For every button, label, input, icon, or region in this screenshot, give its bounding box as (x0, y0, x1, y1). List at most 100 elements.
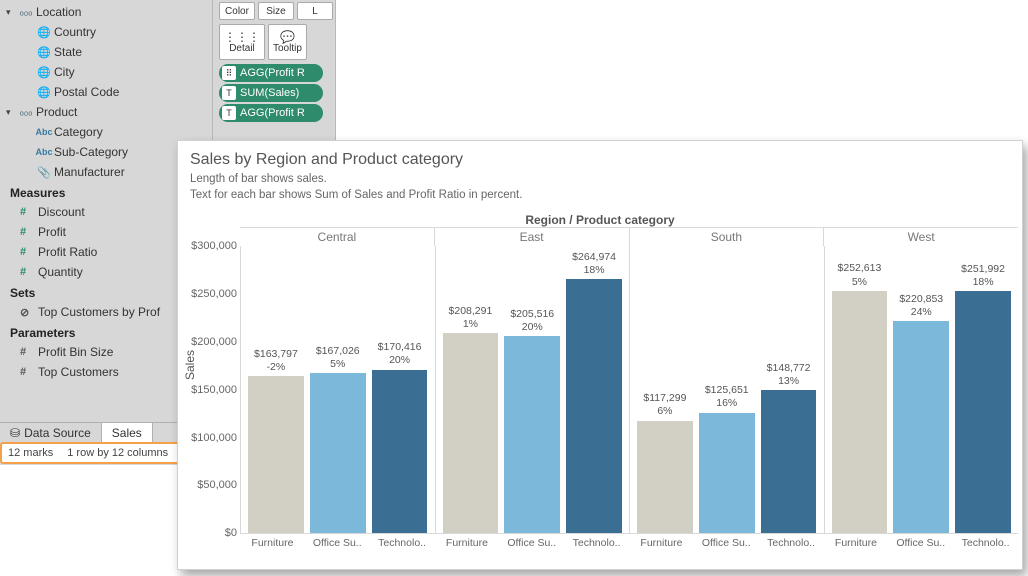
number-icon: # (20, 206, 38, 218)
bar-value-label: $167,0265% (316, 345, 360, 371)
bar[interactable] (566, 279, 622, 533)
status-marks: 12 marks (8, 447, 53, 459)
x-category-label: Furniture (824, 534, 889, 549)
x-category-label: Office Su.. (499, 534, 564, 549)
bar-wrap: $148,77213% (761, 362, 817, 533)
clip-icon: 📎 (34, 166, 54, 179)
param-icon: # (20, 346, 38, 358)
bar[interactable] (310, 373, 366, 533)
marks-shelf-detail[interactable]: ⋮⋮⋮ Detail (219, 24, 265, 60)
bar-value-label: $205,51620% (510, 308, 554, 334)
field-label: Manufacturer (54, 165, 125, 179)
field-country[interactable]: 🌐 Country (0, 22, 212, 42)
bar-wrap: $251,99218% (955, 263, 1011, 533)
field-city[interactable]: 🌐 City (0, 62, 212, 82)
set-icon: ⊘ (20, 306, 38, 319)
bar-value-label: $220,85324% (899, 293, 943, 319)
item-label: Quantity (38, 265, 83, 279)
x-category-label: Office Su.. (888, 534, 953, 549)
region-plot-west: $252,6135%$220,85324%$251,99218% (825, 246, 1019, 533)
bar-wrap: $205,51620% (504, 308, 560, 534)
tab-data-source[interactable]: ⛁ Data Source (0, 423, 102, 442)
pill[interactable]: T AGG(Profit R (219, 104, 323, 122)
bar[interactable] (443, 333, 499, 533)
y-tick: $300,000 (191, 240, 237, 252)
item-label: Profit Ratio (38, 245, 97, 259)
hierarchy-label: Location (36, 5, 81, 19)
chart-subtitle-1: Length of bar shows sales. (178, 171, 1022, 187)
marks-shelf-label: Detail (229, 43, 255, 54)
region-plot-east: $208,2911%$205,51620%$264,97418% (436, 246, 631, 533)
hierarchy-location[interactable]: ▾ ₒ₀ₒ Location (0, 2, 212, 22)
bar-wrap: $117,2996% (637, 392, 693, 533)
pill-type-icon: T (222, 106, 236, 120)
bar[interactable] (504, 336, 560, 533)
field-label: City (54, 65, 75, 79)
marks-shelf-color[interactable]: Color (219, 2, 255, 20)
x-category-label: Furniture (435, 534, 500, 549)
pill-type-icon: T (222, 86, 236, 100)
marks-shelf-size[interactable]: Size (258, 2, 294, 20)
bar-value-label: $251,99218% (961, 263, 1005, 289)
bar[interactable] (761, 390, 817, 533)
number-icon: # (20, 226, 38, 238)
item-label: Top Customers (38, 365, 119, 379)
marks-shelf-tooltip[interactable]: 💬 Tooltip (268, 24, 307, 60)
number-icon: # (20, 266, 38, 278)
bar-value-label: $170,41620% (378, 341, 422, 367)
bar-value-label: $208,2911% (449, 305, 493, 331)
bar[interactable] (893, 321, 949, 533)
bar[interactable] (832, 291, 888, 534)
bar[interactable] (248, 376, 304, 533)
marks-card: ColorSizeL ⋮⋮⋮ Detail💬 Tooltip ⠿ AGG(Pro… (213, 0, 336, 140)
bar-wrap: $170,41620% (372, 341, 428, 533)
pill-label: SUM(Sales) (240, 87, 299, 99)
x-region: FurnitureOffice Su..Technolo.. (824, 534, 1019, 549)
pill[interactable]: T SUM(Sales) (219, 84, 323, 102)
field-state[interactable]: 🌐 State (0, 42, 212, 62)
item-label: Discount (38, 205, 85, 219)
bar[interactable] (699, 413, 755, 534)
field-label: Postal Code (54, 85, 119, 99)
pill[interactable]: ⠿ AGG(Profit R (219, 64, 323, 82)
y-axis-label: Sales (183, 350, 197, 380)
y-tick: $250,000 (191, 288, 237, 300)
x-region: FurnitureOffice Su..Technolo.. (435, 534, 630, 549)
field-category[interactable]: Abc Category (0, 122, 212, 142)
bar[interactable] (955, 291, 1011, 533)
bar[interactable] (637, 421, 693, 534)
x-category-label: Technolo.. (370, 534, 435, 549)
caret-down-icon: ▾ (6, 107, 16, 118)
globe-icon: 🌐 (34, 26, 54, 39)
bar-wrap: $163,797-2% (248, 348, 304, 533)
field-postal-code[interactable]: 🌐 Postal Code (0, 82, 212, 102)
plot-area: $0$50,000$100,000$150,000$200,000$250,00… (240, 246, 1018, 534)
bar-value-label: $148,77213% (767, 362, 811, 388)
region-header-west: West (824, 227, 1018, 246)
chart-title: Sales by Region and Product category (178, 141, 1022, 171)
bar-wrap: $125,65116% (699, 384, 755, 533)
chart-panel: Sales by Region and Product category Len… (177, 140, 1023, 570)
hierarchy-product[interactable]: ▾ ₒ₀ₒ Product (0, 102, 212, 122)
number-icon: # (20, 246, 38, 258)
y-axis: $0$50,000$100,000$150,000$200,000$250,00… (183, 246, 239, 533)
item-label: Top Customers by Prof (38, 305, 160, 319)
y-tick: $200,000 (191, 336, 237, 348)
chart-header-label: Region / Product category (178, 203, 1022, 227)
chart-subtitle-2: Text for each bar shows Sum of Sales and… (178, 187, 1022, 203)
param-icon: # (20, 366, 38, 378)
y-tick: $50,000 (197, 479, 237, 491)
abc-icon: Abc (34, 147, 54, 157)
caret-down-icon: ▾ (6, 7, 16, 18)
marks-shelf-l[interactable]: L (297, 2, 333, 20)
x-category-label: Technolo.. (759, 534, 824, 549)
bar[interactable] (372, 370, 428, 534)
data-source-icon: ⛁ (10, 426, 20, 440)
hierarchy-label: Product (36, 105, 77, 119)
bar-value-label: $117,2996% (643, 392, 686, 418)
status-rows-cols: 1 row by 12 columns (67, 447, 168, 459)
region-plot-south: $117,2996% $125,65116% $148,77213% (630, 246, 825, 533)
tab-sheet[interactable]: Sales (102, 423, 153, 442)
bar-value-label: $125,65116% (705, 384, 749, 410)
tab-data-source-label: Data Source (24, 426, 91, 440)
